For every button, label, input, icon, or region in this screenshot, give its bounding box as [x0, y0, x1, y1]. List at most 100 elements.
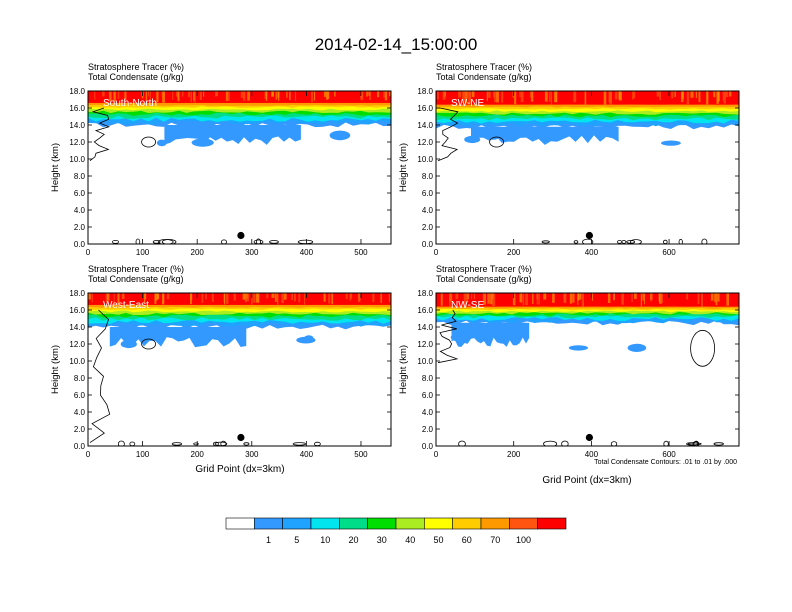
colorbar-label: 40	[405, 535, 415, 545]
y-tick-label: 14.0	[69, 323, 85, 332]
tracer-streak	[462, 91, 464, 104]
tracer-streak	[265, 91, 268, 101]
tracer-streak	[107, 293, 110, 301]
colorbar-label: 70	[490, 535, 500, 545]
x-tick-label: 100	[136, 248, 150, 257]
y-tick-label: 0.0	[74, 442, 86, 451]
tracer-blob	[450, 332, 471, 342]
y-tick-label: 8.0	[422, 172, 434, 181]
y-tick-label: 18.0	[417, 289, 433, 298]
y-tick-label: 0.0	[422, 442, 434, 451]
tracer-streak	[291, 293, 293, 301]
tracer-streak	[487, 91, 491, 98]
y-tick-label: 4.0	[422, 206, 434, 215]
condensate-contour	[135, 238, 141, 244]
tracer-streak	[360, 91, 363, 98]
tracer-streak	[463, 91, 467, 101]
panel-header-condensate: Total Condensate (g/kg)	[88, 274, 184, 284]
tracer-streak	[88, 293, 91, 300]
y-tick-label: 4.0	[74, 206, 86, 215]
y-tick-label: 2.0	[74, 223, 86, 232]
tracer-blob	[329, 130, 351, 141]
tracer-streak	[640, 293, 642, 307]
x-axis-label-left: Grid Point (dx=3km)	[195, 464, 284, 475]
colorbar-label: 60	[462, 535, 472, 545]
tracer-streak	[225, 91, 228, 101]
tracer-streak	[701, 293, 703, 307]
tracer-streak	[314, 91, 316, 101]
x-tick-label: 400	[300, 248, 314, 257]
tracer-streak	[256, 293, 259, 303]
tracer-streak	[613, 293, 615, 301]
tracer-streak	[323, 91, 327, 97]
condensate-contour	[243, 442, 250, 446]
tracer-low-region	[164, 125, 301, 145]
tracer-streak	[463, 293, 467, 306]
condensate-contour	[693, 440, 700, 446]
tracer-streak	[686, 91, 690, 105]
tracer-streak	[642, 293, 644, 301]
tracer-streak	[536, 293, 539, 300]
tracer-streak	[388, 91, 391, 97]
panel-header-condensate: Total Condensate (g/kg)	[436, 72, 532, 82]
tracer-streak	[328, 293, 331, 304]
colorbar-label: 10	[320, 535, 330, 545]
tracer-streak	[233, 293, 236, 301]
condensate-contour	[118, 440, 125, 446]
tracer-streak	[710, 293, 714, 301]
tracer-streak	[311, 91, 314, 102]
tracer-streak	[294, 91, 297, 102]
tracer-streak	[713, 91, 716, 98]
tracer-streak	[253, 293, 256, 303]
y-axis-label: Height (km)	[50, 345, 61, 394]
tracer-streak	[143, 293, 146, 304]
colorbar-swatch	[452, 517, 482, 530]
tracer-streak	[579, 293, 582, 300]
condensate-contours	[89, 107, 314, 244]
tracer-streak	[530, 91, 534, 102]
tracer-low-region	[451, 322, 530, 347]
tracer-streak	[227, 91, 230, 101]
tracer-streak	[113, 293, 115, 305]
tracer-streak	[190, 91, 192, 102]
y-axis-label: Height (km)	[398, 143, 409, 192]
panel-header-tracer: Stratosphere Tracer (%)	[88, 264, 184, 274]
tracer-streak	[199, 91, 202, 100]
condensate-contour	[713, 442, 724, 446]
colorbar-swatch	[395, 517, 425, 530]
tracer-streak	[367, 91, 371, 96]
panel-header-tracer: Stratosphere Tracer (%)	[88, 62, 184, 72]
tracer-streak	[372, 293, 375, 303]
tracer-max-layer	[88, 91, 391, 103]
tracer-streak	[584, 91, 587, 105]
tracer-streak	[650, 293, 653, 302]
condensate-contour	[616, 240, 623, 244]
tracer-streak	[671, 91, 674, 99]
panel-label: West-East	[103, 300, 149, 311]
tracer-streak	[697, 293, 700, 305]
tracer-blob	[120, 340, 137, 349]
tracer-streak	[244, 293, 246, 300]
tracer-streak	[632, 91, 634, 100]
plot-area	[436, 293, 739, 446]
tracer-blob	[156, 139, 167, 147]
condensate-contour	[621, 239, 627, 244]
y-tick-label: 0.0	[74, 240, 86, 249]
condensate-contour	[89, 309, 111, 443]
tracer-streak	[277, 91, 280, 101]
tracer-streak	[145, 91, 148, 101]
condensate-contour	[701, 238, 708, 244]
y-axis-label: Height (km)	[50, 143, 61, 192]
colorbar-swatch	[254, 517, 283, 530]
tracer-streak	[634, 293, 637, 299]
tracer-streak	[607, 293, 611, 303]
tracer-streak	[552, 293, 555, 303]
tracer-streak	[380, 293, 382, 303]
tracer-streak	[323, 293, 326, 302]
tracer-streak	[686, 293, 689, 300]
tracer-streak	[695, 91, 697, 98]
panel-header-tracer: Stratosphere Tracer (%)	[436, 264, 532, 274]
x-tick-label: 200	[191, 248, 205, 257]
y-tick-label: 14.0	[69, 121, 85, 130]
